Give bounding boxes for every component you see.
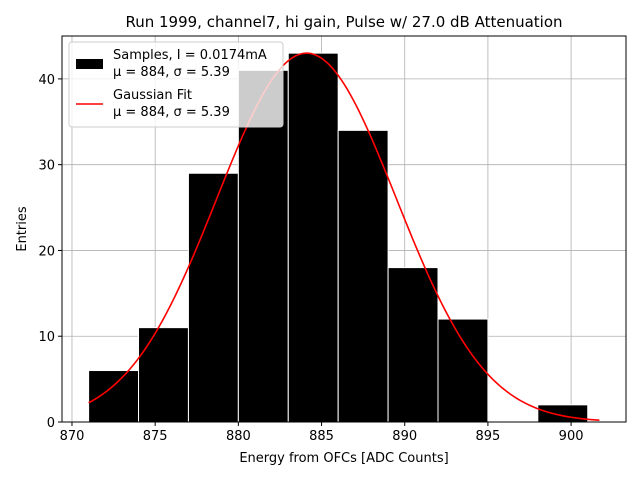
histogram-bars — [88, 52, 589, 423]
x-tick-label: 885 — [309, 429, 334, 444]
histogram-bar — [287, 52, 339, 423]
histogram-bar — [138, 327, 189, 423]
x-tick-label: 895 — [475, 429, 500, 444]
legend-samples-label: Samples, I = 0.0174mA — [113, 48, 267, 63]
x-tick-label: 875 — [143, 429, 168, 444]
legend-box — [68, 41, 284, 128]
chart-title: Run 1999, channel7, hi gain, Pulse w/ 27… — [125, 13, 562, 31]
histogram-bar — [437, 318, 489, 423]
x-tick-label: 870 — [60, 429, 85, 444]
y-tick-label: 20 — [38, 244, 55, 259]
histogram-bar — [387, 267, 439, 423]
legend-samples-swatch — [76, 59, 103, 69]
y-tick-label: 30 — [38, 159, 55, 174]
legend-samples-stats: μ = 884, σ = 5.39 — [113, 65, 230, 80]
legend: Samples, I = 0.0174mA μ = 884, σ = 5.39 … — [68, 41, 284, 128]
histogram-bar — [187, 172, 239, 423]
histogram-bar — [537, 404, 589, 423]
y-tick-label: 0 — [47, 416, 55, 431]
histogram-bar — [88, 370, 140, 423]
x-tick-label: 880 — [226, 429, 251, 444]
x-axis-ticks: 870 875 880 885 890 895 900 — [60, 422, 584, 444]
plot-frame — [61, 35, 627, 423]
x-tick-label: 900 — [559, 429, 584, 444]
legend-fit-label: Gaussian Fit — [113, 88, 192, 103]
histogram-bar — [337, 129, 389, 423]
y-tick-label: 10 — [38, 330, 55, 345]
y-axis-ticks: 0 10 20 30 40 — [38, 73, 62, 431]
y-tick-label: 40 — [38, 73, 55, 88]
legend-fit-stats: μ = 884, σ = 5.39 — [113, 105, 230, 120]
gaussian-fit-line — [88, 52, 600, 422]
x-tick-label: 890 — [392, 429, 417, 444]
y-axis-label: Entries — [15, 206, 30, 252]
x-axis-label: Energy from OFCs [ADC Counts] — [239, 451, 448, 466]
